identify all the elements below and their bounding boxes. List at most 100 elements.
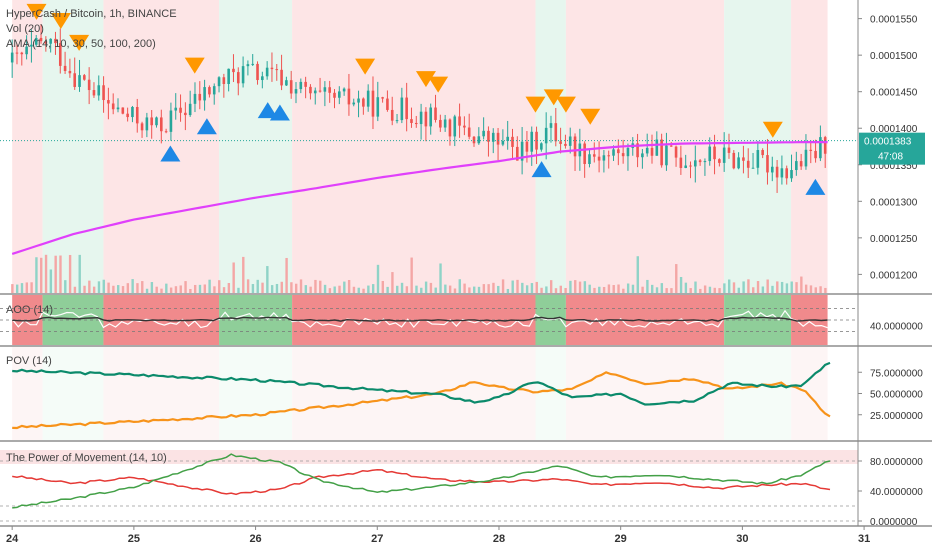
candle-body — [366, 90, 370, 107]
volume-bar — [59, 255, 62, 293]
aoo-panel — [0, 308, 858, 332]
volume-bar — [165, 283, 168, 293]
aoo-title: AOO (14) — [6, 304, 53, 316]
candle-body — [188, 103, 192, 116]
candle-body — [535, 131, 538, 150]
candle-body — [251, 63, 255, 65]
price-tick-label: 0.0001550 — [870, 15, 918, 26]
candle-body — [338, 91, 341, 98]
candle-body — [463, 125, 466, 128]
volume-bar — [646, 279, 649, 293]
aoo-slow-line — [12, 316, 828, 322]
volume-bar — [477, 286, 481, 293]
volume-bar — [198, 284, 202, 293]
candle-body — [544, 127, 548, 144]
candle-body — [559, 141, 562, 144]
candle-body — [232, 68, 235, 73]
volume-bar — [54, 255, 57, 293]
volume-bar — [261, 282, 264, 293]
candle-body — [102, 85, 105, 101]
candle-body — [352, 102, 356, 105]
volume-bar — [795, 282, 798, 293]
candle-body — [732, 152, 736, 169]
volume-bar — [343, 281, 346, 293]
volume-bar — [814, 287, 817, 293]
volume-bar — [516, 279, 519, 293]
volume-bar — [376, 264, 380, 293]
candle-body — [746, 160, 750, 168]
volume-bar — [675, 264, 678, 293]
candle-body — [362, 98, 365, 107]
volume-bar — [136, 283, 139, 293]
candle-body — [246, 64, 250, 67]
candle-body — [756, 150, 760, 168]
candle-body — [472, 136, 476, 144]
volume-bar — [626, 283, 630, 293]
volume-bar — [150, 282, 154, 293]
candle-body — [602, 155, 606, 161]
candles — [10, 24, 827, 193]
volume-bar — [804, 284, 808, 293]
regime-band — [103, 0, 220, 293]
volume-legend: Vol (20) — [6, 23, 44, 35]
candle-body — [203, 87, 206, 101]
volume-bar — [352, 286, 356, 293]
volume-bar — [371, 284, 375, 293]
sell-signal-arrow — [355, 58, 376, 75]
candle-body — [227, 68, 230, 84]
volume-bar — [752, 287, 755, 293]
candle-body — [261, 76, 264, 81]
volume-bar — [160, 288, 163, 293]
candle-body — [650, 147, 654, 156]
volume-bar — [723, 283, 726, 293]
volume-bar — [501, 279, 505, 293]
x-tick-label: 29 — [615, 533, 627, 545]
buy-signal-arrow — [160, 145, 181, 162]
candle-body — [30, 44, 33, 47]
candle-body — [482, 130, 485, 137]
sell-signal-arrow — [69, 34, 90, 51]
candle-body — [68, 70, 72, 74]
candle-body — [530, 131, 534, 152]
candle-body — [443, 119, 447, 128]
regime-band — [42, 0, 104, 293]
volume-bar — [193, 284, 197, 293]
buy-signal-arrow — [269, 104, 290, 121]
pov-regime-band — [103, 347, 220, 440]
candle-body — [208, 87, 211, 95]
volume-bar — [660, 283, 664, 293]
sell-signal-arrow — [184, 57, 205, 74]
candle-body — [516, 146, 519, 161]
candle-body — [155, 117, 158, 126]
candle-body — [568, 136, 572, 146]
candle-body — [107, 100, 110, 104]
candle-body — [236, 72, 240, 84]
candle-body — [20, 52, 24, 55]
sell-signal-arrow — [415, 71, 436, 88]
pom-tick-label: 40.0000000 — [870, 487, 923, 498]
candle-body — [612, 149, 615, 156]
candle-body — [10, 52, 14, 63]
price-tick-label: 0.0001300 — [870, 197, 918, 208]
volume-bar — [694, 281, 697, 293]
volume-bar — [155, 286, 158, 293]
candle-body — [573, 136, 577, 157]
volume-bar — [790, 281, 793, 293]
candle-body — [256, 63, 259, 81]
candle-body — [496, 132, 500, 145]
volume-bar — [439, 263, 442, 293]
candle-body — [299, 81, 303, 90]
volume-bar — [78, 254, 81, 293]
candle-body — [116, 107, 120, 110]
volume-bar — [141, 281, 144, 293]
volume-bar — [102, 279, 105, 293]
candle-body — [684, 165, 687, 168]
candle-body — [809, 149, 813, 151]
pom-line-a — [12, 468, 831, 496]
volume-bar — [396, 285, 399, 293]
pov-tick-label: 50.0000000 — [870, 390, 923, 401]
volume-bar — [362, 288, 365, 293]
candle-body — [525, 141, 529, 152]
volume-bar — [227, 282, 231, 293]
